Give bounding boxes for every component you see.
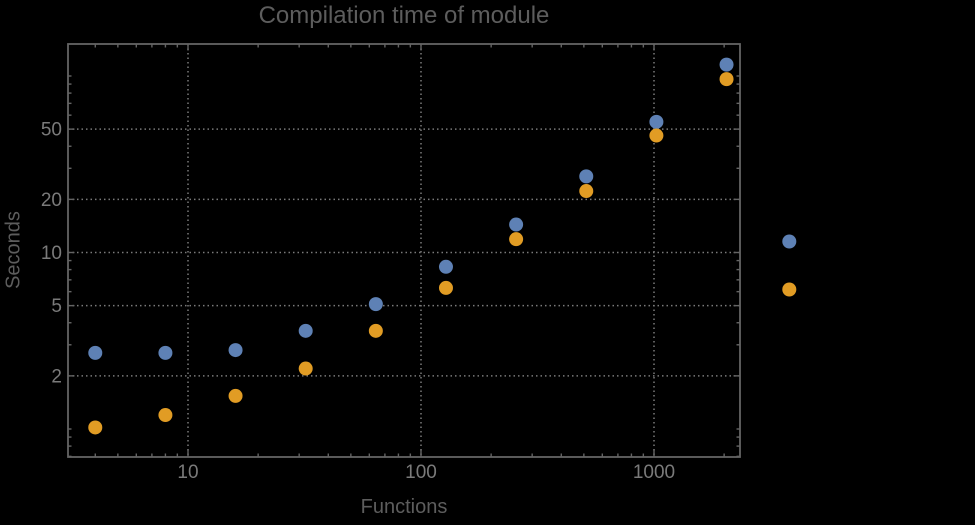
data-point-orange xyxy=(88,420,103,435)
y-tick-label: 20 xyxy=(41,190,62,211)
data-point-blue xyxy=(579,169,594,184)
data-point-blue xyxy=(438,259,453,274)
data-points xyxy=(88,57,734,435)
gridlines xyxy=(68,44,740,457)
data-point-orange xyxy=(368,323,383,338)
x-tick-label: 10 xyxy=(177,462,198,483)
y-tick-label: 2 xyxy=(51,366,62,387)
chart-title: Compilation time of module xyxy=(258,2,550,29)
y-axis-label: Seconds xyxy=(2,211,25,289)
data-point-blue xyxy=(88,345,103,360)
axis-ticks xyxy=(68,44,740,458)
legend-marker-blue xyxy=(782,234,797,249)
legend-marker-orange xyxy=(782,282,797,297)
y-tick-label: 5 xyxy=(51,296,62,317)
legend xyxy=(782,234,797,297)
x-tick-label: 1000 xyxy=(633,462,675,483)
data-point-orange xyxy=(158,408,173,423)
data-point-blue xyxy=(228,343,243,358)
data-point-blue xyxy=(368,297,383,312)
x-tick-label: 100 xyxy=(405,462,437,483)
y-tick-label: 50 xyxy=(41,120,62,141)
data-point-blue xyxy=(719,57,734,72)
data-point-blue xyxy=(158,345,173,360)
plot-frame xyxy=(67,43,741,458)
data-point-blue xyxy=(509,217,524,232)
data-point-orange xyxy=(228,388,243,403)
data-point-orange xyxy=(438,280,453,295)
data-point-blue xyxy=(298,323,313,338)
y-tick-label: 10 xyxy=(41,243,62,264)
data-point-orange xyxy=(649,128,664,143)
data-point-orange xyxy=(579,184,594,199)
data-point-orange xyxy=(298,361,313,376)
data-point-orange xyxy=(719,72,734,87)
x-axis-label: Functions xyxy=(360,496,448,518)
data-point-blue xyxy=(649,114,664,129)
data-point-orange xyxy=(509,232,524,247)
tick-labels: 10 100 1000 2 5 10 20 50 xyxy=(41,120,675,483)
